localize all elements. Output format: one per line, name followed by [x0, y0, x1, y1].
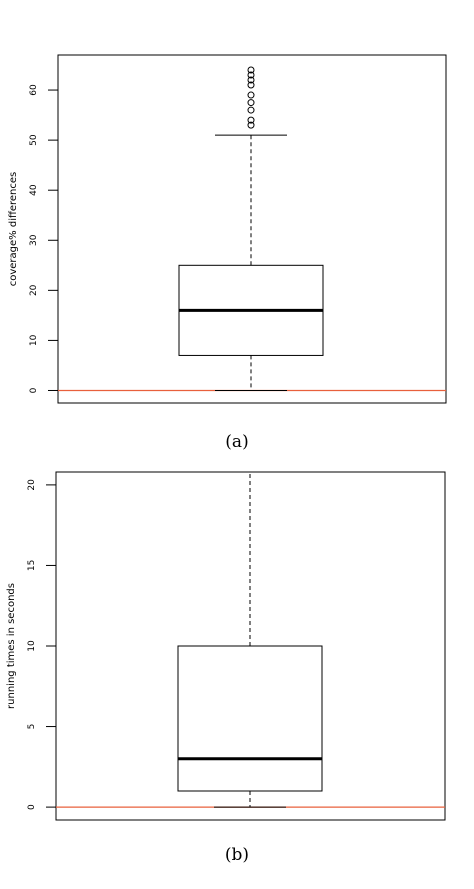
outlier-point [247, 66, 255, 74]
data-marks: 0 5 10 15 20 [27, 472, 445, 810]
chart-panel-a: coverage% differences (a) 0 10 20 30 40 50 60 [8, 54, 447, 452]
y-tick-label: 20 [27, 479, 37, 491]
y-tick-label: 50 [29, 134, 39, 146]
chart-panel-b: running times in seconds (b) 0 5 10 15 20 [6, 471, 446, 865]
y-tick-label: 15 [27, 560, 37, 571]
outlier-point [247, 91, 255, 99]
y-tick-label: 10 [27, 640, 37, 652]
y-axis-label: running times in seconds [6, 583, 17, 709]
data-marks: 0 10 20 30 40 50 60 [29, 66, 446, 393]
outlier-point [247, 99, 255, 107]
y-tick-label: 0 [27, 804, 37, 810]
y-tick-label: 10 [29, 334, 39, 346]
outlier-point [247, 81, 255, 89]
y-tick-label: 0 [29, 387, 39, 393]
y-tick-label: 20 [29, 284, 39, 296]
outlier-point [247, 121, 255, 129]
y-tick-label: 30 [29, 234, 39, 246]
figure-caption: (b) [225, 845, 249, 865]
outlier-point [247, 116, 255, 124]
outlier-point [247, 106, 255, 114]
figure-caption: (a) [225, 432, 248, 452]
iqr-box [177, 645, 323, 792]
y-tick-label: 60 [29, 84, 39, 96]
outlier-point [247, 71, 255, 79]
outlier-point [247, 76, 255, 84]
plot-frame [57, 54, 447, 404]
y-tick-label: 5 [27, 724, 37, 730]
y-tick-label: 40 [29, 184, 39, 196]
y-axis-label: coverage% differences [8, 172, 19, 287]
